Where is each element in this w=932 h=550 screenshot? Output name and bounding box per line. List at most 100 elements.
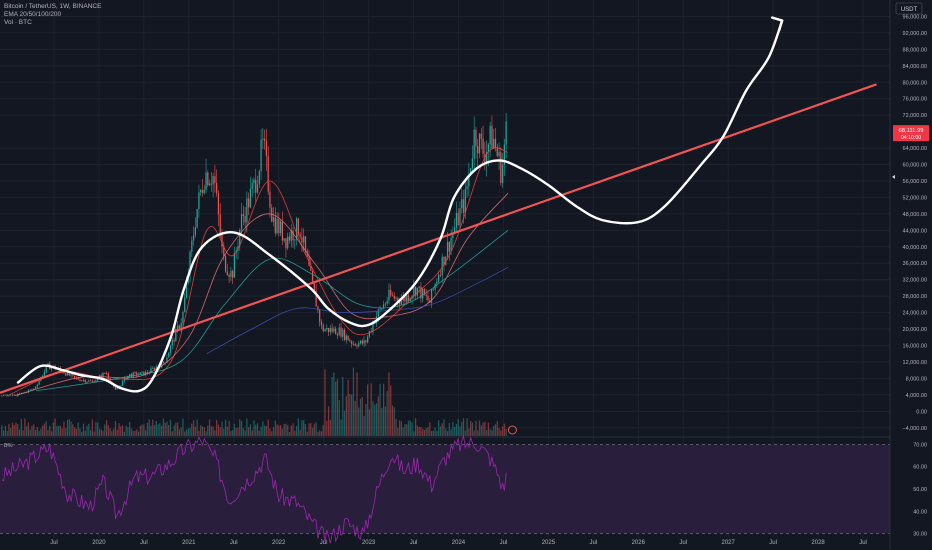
volume-bar [187,428,189,436]
candle-body [232,270,234,278]
candle-body [331,328,333,332]
symbol-title[interactable]: Bitcoin / TetherUS, 1W, BINANCE [4,3,102,10]
volume-bar [208,419,211,436]
candle-body [287,236,289,249]
candle-body [333,328,335,332]
candle-body [319,309,321,322]
volume-bar [162,418,165,436]
candle-body [152,368,154,369]
candle-body [104,372,106,374]
candle-body [468,173,470,187]
candle-body [81,380,83,382]
volume-bar [493,425,495,436]
volume-bar [301,420,303,436]
volume-bar [391,405,394,436]
candle-body [38,380,40,385]
x-axis-tick-label: 2022 [272,540,286,546]
candle-body [255,179,257,193]
volume-bar [86,425,88,436]
candle-body [367,336,369,343]
volume-bar [462,418,465,436]
candle-body [45,366,47,372]
volume-indicator-label[interactable]: Vol · BTC [4,19,32,26]
candle-body [430,289,433,303]
y-axis-tick-label: 76,000.00 [903,97,927,103]
volume-bar [118,423,120,436]
volume-bar [111,431,113,436]
volume-bar [93,431,95,436]
candle-body [242,214,244,217]
candle-body [169,345,172,353]
volume-bar [168,424,170,436]
candle-body [368,331,371,337]
candle-body [459,208,461,226]
candle-body [411,295,413,299]
candle-body [168,352,170,358]
volume-bar [63,421,65,436]
volume-bar [427,427,429,436]
candle-body [351,341,353,344]
volume-bar [34,429,37,436]
volume-bar [370,383,372,436]
candle-body [109,378,111,383]
volume-bar [398,420,401,436]
volume-bar [214,430,216,436]
volume-bar [38,430,40,436]
volume-bar [24,418,26,436]
candle-body [239,229,241,247]
volume-bar [219,427,221,436]
candle-body [269,191,271,208]
candle-body [34,387,37,389]
x-axis-tick-label: 2020 [92,540,106,546]
candle-body [358,343,360,347]
volume-bar [246,418,248,436]
candle-body [416,287,418,296]
candle-body [395,297,397,299]
candle-body [324,329,326,332]
ema100-line [35,229,509,392]
volume-bar [478,420,481,436]
candle-body [267,155,269,192]
volume-bar [159,423,161,436]
volume-bar [248,427,250,436]
candle-body [89,380,92,382]
x-axis-tick-label: Jul [320,540,328,546]
volume-bar [501,426,504,436]
volume-bar [194,427,196,436]
candle-body [382,304,385,309]
volume-bar [226,426,228,436]
volume-bar [459,426,461,436]
y-axis-tick-label: 56,000.00 [903,179,927,185]
volume-bar [157,424,159,436]
currency-button[interactable] [895,2,923,15]
x-axis-tick-label: 2024 [452,540,466,546]
y-axis-tick-label: 4,000.00 [906,393,927,399]
volume-bar [279,425,282,436]
volume-bar [145,430,147,436]
candle-body [464,189,466,213]
candle-body [212,176,214,185]
candle-body [462,199,465,213]
volume-bar [400,421,402,436]
x-axis-tick-label: 2027 [722,540,736,546]
volume-bar [6,430,8,436]
volume-bar [450,429,452,436]
candle-body [340,327,342,337]
candle-body [294,239,296,241]
volume-bar [237,427,239,436]
volume-bar [322,425,324,436]
ema-indicator-label[interactable]: EMA 20/50/100/200 [4,11,62,18]
volume-bar [466,418,468,436]
candle-body [311,270,314,282]
volume-bar [200,425,202,436]
x-axis-tick-label: Jul [859,540,867,546]
volume-bar [8,423,10,436]
candle-body [336,334,339,336]
volume-bar [116,429,118,436]
candle-body [390,289,392,296]
candle-body [68,372,70,376]
candle-body [438,274,440,282]
last-price-badge [893,125,929,142]
candle-body [175,329,177,342]
